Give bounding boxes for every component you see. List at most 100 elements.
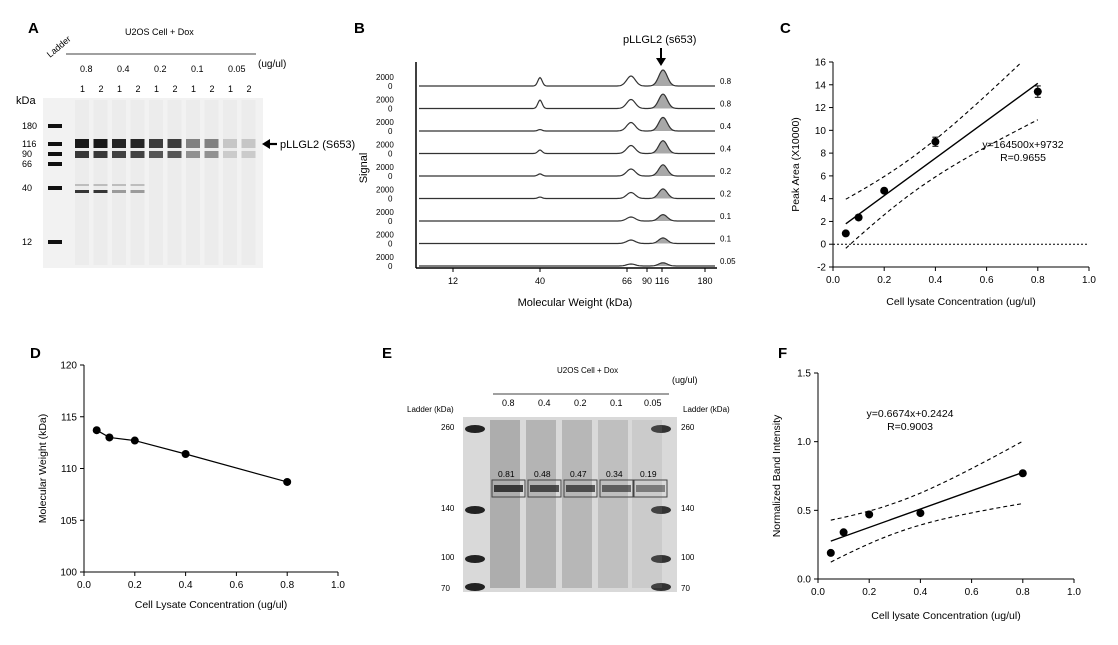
x-tick-label: 0.6: [229, 580, 243, 591]
replicate-label: 2: [210, 84, 215, 94]
y-tick-label: 0.0: [797, 575, 811, 586]
signal-trace: [419, 116, 715, 132]
trace-y-top: 2000: [376, 141, 394, 150]
gel-condition-label: U2OS Cell + Dox: [557, 366, 618, 375]
mw-marker-label: 116: [22, 139, 36, 149]
gel-mw-left: 140: [441, 504, 455, 513]
band-box: [527, 479, 562, 498]
concentration-labels: 0.8 0.4 0.2 0.1 0.05: [80, 64, 246, 74]
trace-concentration-label: 0.4: [720, 122, 732, 131]
gel-mw-right: 260: [681, 423, 695, 432]
data-point: [283, 477, 292, 486]
mw-marker-label: 66: [22, 159, 32, 169]
mw-marker-label: 12: [22, 237, 32, 247]
replicate-label: 2: [99, 84, 104, 94]
x-tick-label: 0.8: [1031, 275, 1045, 286]
gel-concentration-label: 0.4: [538, 398, 551, 408]
ladder-right-label: Ladder (kDa): [683, 405, 730, 414]
replicate-label: 1: [191, 84, 196, 94]
trace-concentration-label: 0.1: [720, 212, 732, 221]
trace-y-zero: 0: [388, 240, 393, 249]
x-tick-label: 0.0: [77, 580, 91, 591]
replicate-label: 1: [80, 84, 85, 94]
data-point: [92, 426, 101, 435]
trace-concentration-label: 0.1: [720, 235, 732, 244]
y-tick-label: 10: [815, 126, 827, 137]
panel-a-blot: Ladder U2OS Cell + Dox (ug/ul) 0.8 0.4 0.2…: [16, 27, 355, 268]
confidence-band-lower: [830, 503, 1023, 563]
signal-trace: [419, 140, 715, 155]
mw-marker-label: 180: [22, 121, 37, 131]
y-tick-label: 4: [820, 194, 826, 205]
y-axis-label: Peak Area (X10000): [790, 117, 802, 212]
x-tick-label: 66: [622, 276, 632, 286]
y-tick-label: 14: [815, 80, 827, 91]
fit-annotation: y=0.6674x+0.2424: [867, 408, 954, 420]
band-box: [633, 479, 668, 498]
x-tick-label: 12: [448, 276, 458, 286]
y-tick-label: 6: [820, 171, 826, 182]
trace-y-zero: 0: [388, 127, 393, 136]
x-tick-label: 0.0: [826, 275, 840, 286]
panel-d-chart: 0.0 0.2 0.4 0.6 0.8 1.0 100 105 110 115 120 Cell Ly…: [37, 361, 345, 612]
y-tick-label: 2: [820, 217, 826, 228]
y-axis-label: Normalized Band Intensity: [771, 414, 783, 537]
x-tick-label: 0.6: [965, 587, 979, 598]
y-tick-label: 16: [815, 58, 827, 69]
peak-arrow: [656, 58, 666, 66]
data-point: [841, 229, 850, 238]
signal-trace: [419, 237, 715, 245]
panel-label-e: E: [382, 345, 393, 362]
replicate-label: 2: [247, 84, 252, 94]
confidence-band-upper: [845, 63, 1021, 200]
concentration-label: 0.8: [80, 64, 93, 74]
mw-marker-label: 40: [22, 183, 32, 193]
trace-y-top: 2000: [376, 73, 394, 82]
concentration-label: 0.4: [117, 64, 130, 74]
band-value: 0.81: [498, 469, 515, 479]
trace-y-top: 2000: [376, 186, 394, 195]
fit-annotation: R=0.9655: [1000, 152, 1046, 164]
x-tick-label: 0.2: [877, 275, 891, 286]
panel-label-c: C: [780, 20, 791, 37]
panel-e-gel: U2OS Cell + Dox (ug/ul) 0.8 0.4 0.2 0.1 0.05…: [407, 366, 730, 593]
trace-y-top: 2000: [376, 208, 394, 217]
trace-y-zero: 0: [388, 195, 393, 204]
kda-label: kDa: [16, 95, 36, 107]
panel-b-traces: pLLGL2 (s653) Signal Molecular Weight (k…: [358, 34, 736, 309]
band-value: 0.19: [640, 469, 657, 479]
blot-lanes: [48, 100, 256, 265]
trace-y-top: 2000: [376, 231, 394, 240]
x-tick-label: 1.0: [1067, 587, 1081, 598]
trace-y-top: 2000: [376, 163, 394, 172]
x-tick-label: 40: [535, 276, 545, 286]
gel-concentration-label: 0.1: [610, 398, 623, 408]
signal-trace: [419, 262, 715, 267]
y-tick-label: 110: [61, 464, 77, 475]
gel-mw-left: 70: [441, 584, 450, 593]
gel-concentration-label: 0.05: [644, 398, 662, 408]
replicate-label: 1: [117, 84, 122, 94]
data-point: [854, 213, 863, 222]
gel-mw-right: 140: [681, 504, 695, 513]
trace-concentration-label: 0.2: [720, 167, 732, 176]
trace-concentration-label: 0.8: [720, 77, 732, 86]
trace-concentration-label: 0.4: [720, 145, 732, 154]
trace-concentration-label: 0.8: [720, 100, 732, 109]
y-tick-label: 115: [61, 412, 77, 423]
x-tick-label: 0.2: [862, 587, 876, 598]
concentration-label: 0.2: [154, 64, 167, 74]
band-value: 0.47: [570, 469, 587, 479]
band-label: pLLGL2 (S653): [280, 139, 355, 151]
gel-mw-labels: 260 260 140 140 100 100 70 70: [441, 423, 695, 593]
replicate-label: 2: [136, 84, 141, 94]
fit-annotation: R=0.9003: [887, 421, 933, 433]
data-point: [880, 186, 889, 195]
data-point: [865, 510, 874, 519]
confidence-band-lower: [845, 119, 1039, 249]
concentration-label: 0.1: [191, 64, 204, 74]
x-tick-label: 0.4: [913, 587, 927, 598]
x-tick-label: 0.6: [980, 275, 994, 286]
panel-f-chart: 0.0 0.2 0.4 0.6 0.8 1.0 0.0 0.5 1.0 1.5 Cell lysat…: [771, 369, 1081, 623]
